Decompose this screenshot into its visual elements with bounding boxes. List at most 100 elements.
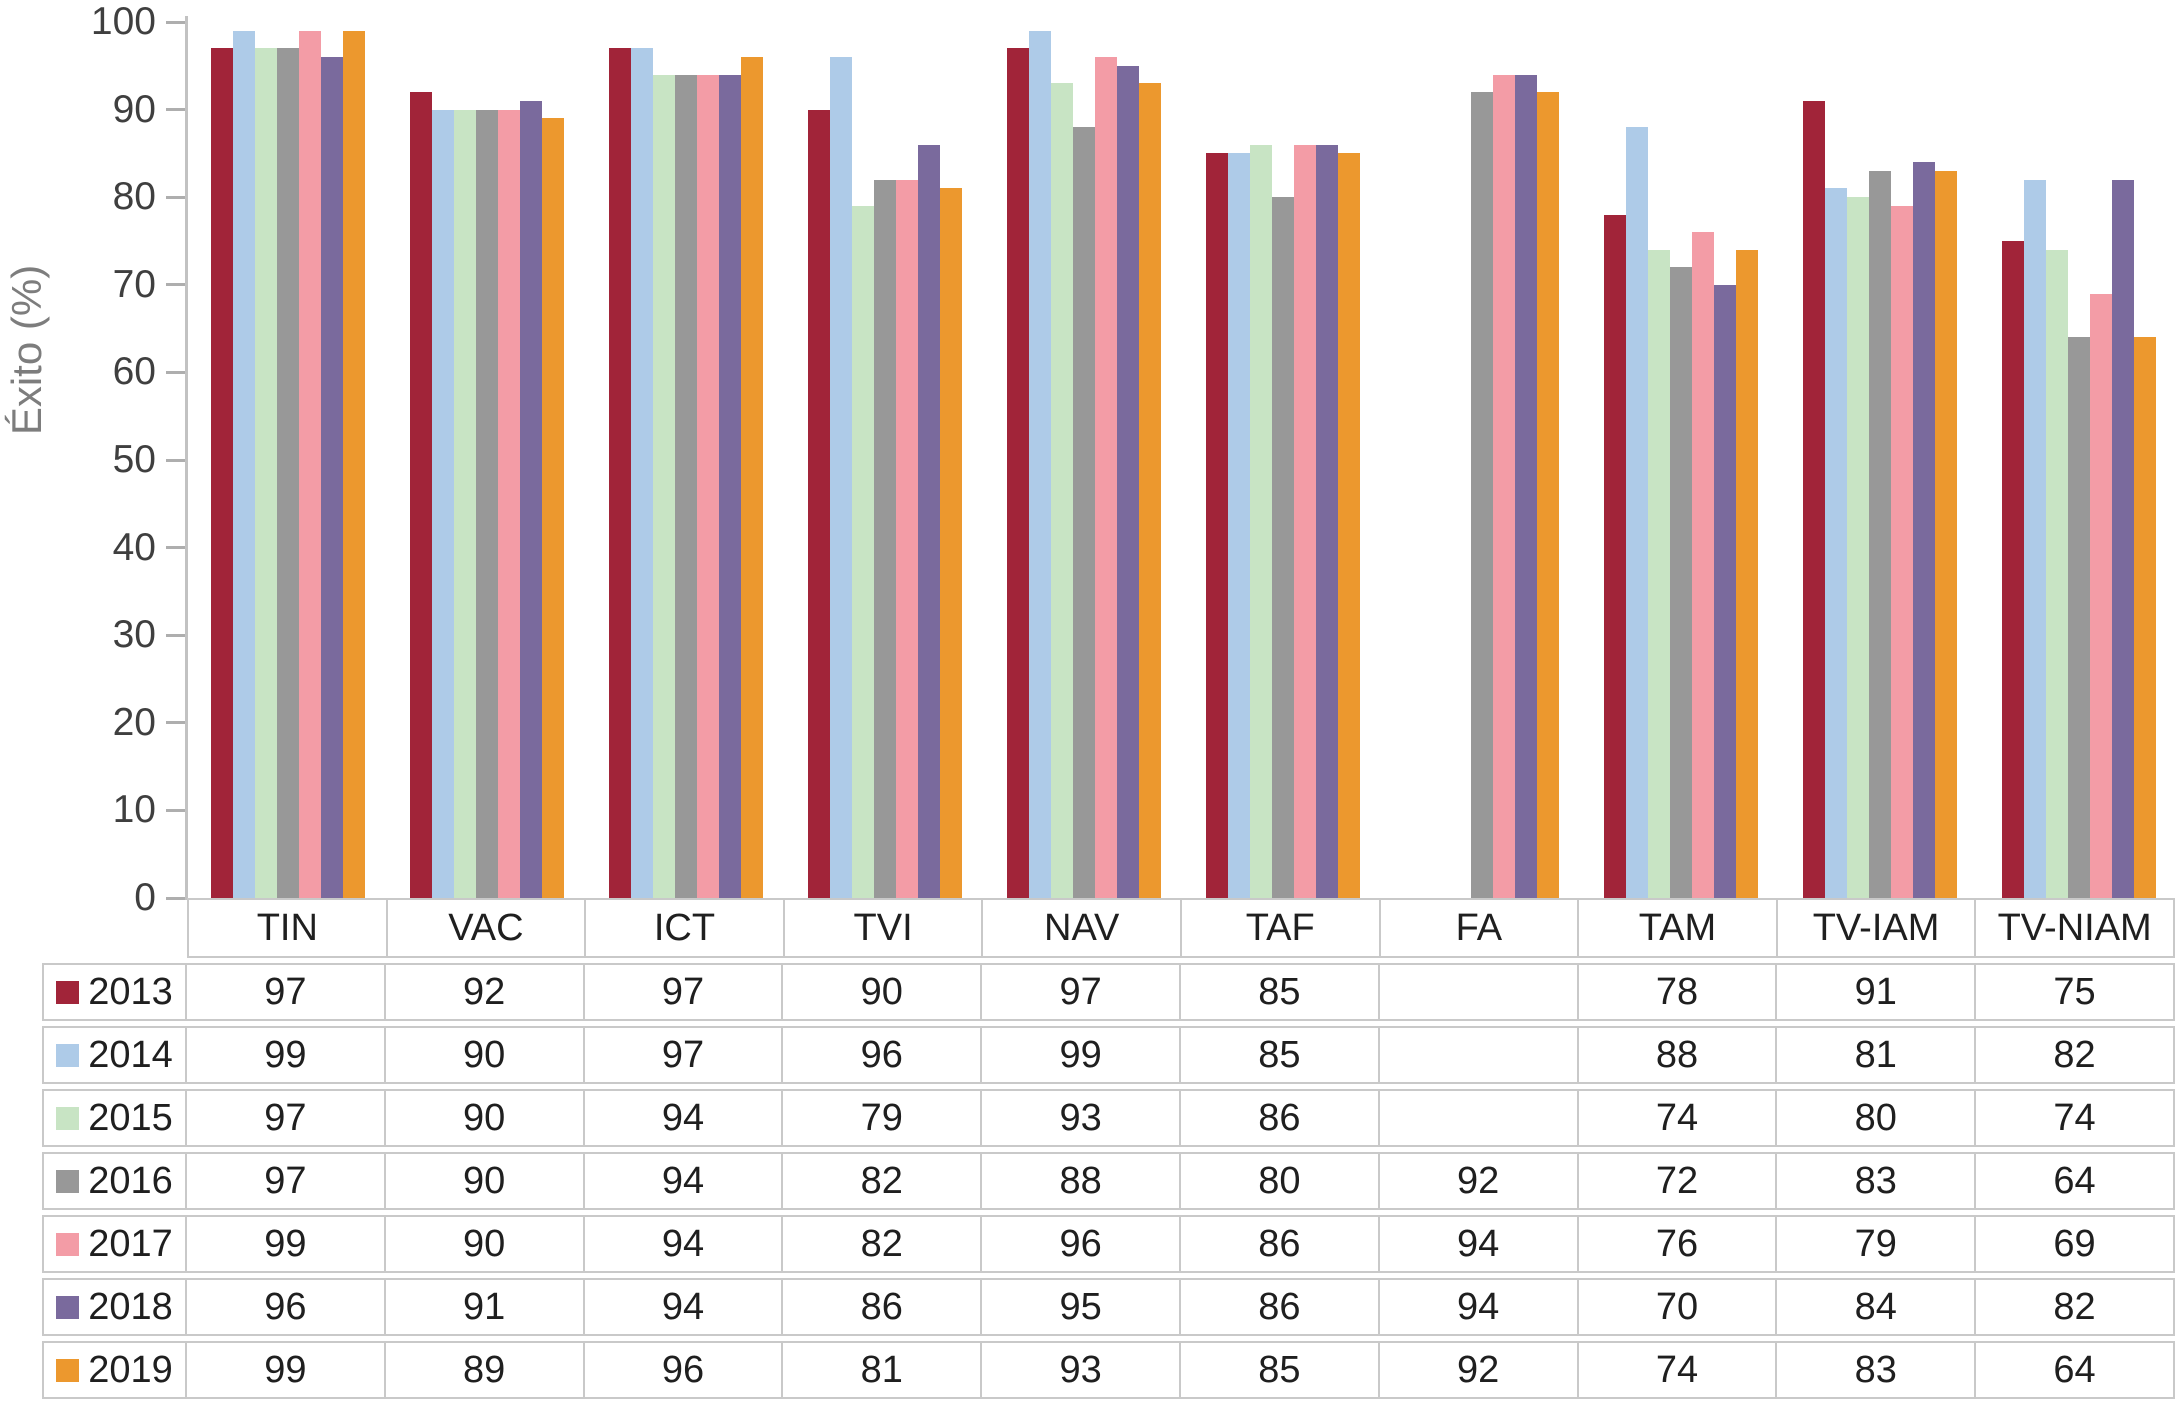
- bar-2016-TV-IAM: [1869, 170, 1892, 898]
- column-header-TV-IAM: TV-IAM: [1777, 898, 1977, 958]
- bar-2015-TAM: [1648, 249, 1671, 898]
- bar-group-TV-NIAM: [1980, 0, 2179, 898]
- value-cell-2017-ICT: 94: [584, 1215, 784, 1273]
- value-cell-2015-FA: [1379, 1089, 1579, 1147]
- bar-2017-TV-NIAM: [2090, 293, 2113, 898]
- value-cell-2016-TV-NIAM: 64: [1976, 1152, 2175, 1210]
- value-cell-2016-TV-IAM: 83: [1777, 1152, 1977, 1210]
- bar-2019-TAM: [1736, 249, 1759, 898]
- bar-2016-TAF: [1272, 197, 1295, 898]
- bar-2015-VAC: [453, 109, 476, 898]
- bar-2019-FA: [1537, 92, 1560, 898]
- bar-2018-VAC: [519, 100, 542, 898]
- bar-2019-VAC: [541, 118, 564, 898]
- value-cell-2015-VAC: 90: [385, 1089, 585, 1147]
- bar-2013-NAV: [1006, 48, 1029, 898]
- value-cell-2018-ICT: 94: [584, 1278, 784, 1336]
- bar-2014-TV-IAM: [1825, 188, 1848, 898]
- value-cell-2017-TV-IAM: 79: [1777, 1215, 1977, 1273]
- bar-2017-TIN: [298, 30, 321, 898]
- value-cell-2019-FA: 92: [1379, 1341, 1579, 1399]
- y-tick-label: 90: [112, 87, 156, 131]
- bar-2015-NAV: [1050, 83, 1073, 898]
- value-cell-2014-TVI: 96: [783, 1026, 983, 1084]
- bar-group-FA: [1383, 0, 1582, 898]
- table-row-2019: 2019 99 89 96 81 93 85 92 74 83 64: [42, 1341, 2175, 1399]
- bar-2017-NAV: [1094, 57, 1117, 898]
- bar-2018-ICT: [718, 74, 741, 898]
- legend-swatch-2016: [56, 1169, 80, 1193]
- value-cell-2018-NAV: 95: [982, 1278, 1181, 1336]
- legend-cell-2013: 2013: [42, 963, 187, 1021]
- bar-group-TAM: [1582, 0, 1781, 898]
- bar-2014-ICT: [630, 48, 653, 898]
- value-cell-2016-FA: 92: [1379, 1152, 1579, 1210]
- table-row-2015: 2015 97 90 94 79 93 86 74 80 74: [42, 1089, 2175, 1147]
- value-cell-2013-ICT: 97: [584, 963, 784, 1021]
- bar-2014-TAF: [1228, 153, 1251, 898]
- column-header-TV-NIAM: TV-NIAM: [1976, 898, 2175, 958]
- bar-2015-TIN: [254, 48, 277, 898]
- value-cell-2019-VAC: 89: [385, 1341, 585, 1399]
- bar-2017-TAF: [1294, 144, 1317, 898]
- value-cell-2013-TIN: 97: [187, 963, 386, 1021]
- bar-2016-TIN: [276, 48, 299, 898]
- table-header-row: TIN VAC ICT TVI NAV TAF FA TAM TV-IAM TV-NIAM: [42, 898, 2175, 958]
- bar-2019-TV-NIAM: [2134, 337, 2157, 898]
- bar-2017-TV-IAM: [1891, 205, 1914, 898]
- legend-swatch-2014: [56, 1043, 80, 1067]
- value-cell-2013-TV-NIAM: 75: [1976, 963, 2175, 1021]
- y-tick-label: 70: [112, 262, 156, 306]
- value-cell-2015-TAM: 74: [1578, 1089, 1778, 1147]
- column-header-VAC: VAC: [387, 898, 587, 958]
- bar-2016-VAC: [475, 109, 498, 898]
- table-row-2017: 2017 99 90 94 82 96 86 94 76 79 69: [42, 1215, 2175, 1273]
- bar-2015-TV-NIAM: [2046, 249, 2069, 898]
- bar-2019-ICT: [740, 57, 763, 898]
- y-tick-label: 100: [90, 0, 156, 43]
- bar-2019-NAV: [1138, 83, 1161, 898]
- y-tick-mark: [166, 633, 185, 637]
- value-cell-2014-FA: [1379, 1026, 1579, 1084]
- value-cell-2014-ICT: 97: [584, 1026, 784, 1084]
- bar-group-TVI: [785, 0, 984, 898]
- table-row-2016: 2016 97 90 94 82 88 80 92 72 83 64: [42, 1152, 2175, 1210]
- bar-2017-ICT: [696, 74, 719, 898]
- y-tick-label: 20: [112, 700, 156, 744]
- value-cell-2018-VAC: 91: [385, 1278, 585, 1336]
- bar-2019-TVI: [939, 188, 962, 898]
- value-cell-2014-VAC: 90: [385, 1026, 585, 1084]
- y-tick-label: 30: [112, 613, 156, 657]
- y-tick-label: 10: [112, 788, 156, 832]
- value-cell-2015-TV-IAM: 80: [1777, 1089, 1977, 1147]
- bar-2018-TAF: [1316, 144, 1339, 898]
- legend-cell-2016: 2016: [42, 1152, 187, 1210]
- value-cell-2017-TVI: 82: [783, 1215, 983, 1273]
- y-tick-mark: [166, 458, 185, 462]
- bar-2018-TIN: [320, 57, 343, 898]
- bar-2013-TV-IAM: [1803, 100, 1826, 898]
- bar-2013-TV-NIAM: [2002, 241, 2025, 898]
- bar-2019-TIN: [342, 30, 365, 898]
- value-cell-2016-ICT: 94: [584, 1152, 784, 1210]
- bar-2016-TVI: [873, 179, 896, 898]
- value-cell-2013-TAM: 78: [1578, 963, 1778, 1021]
- value-cell-2018-FA: 94: [1379, 1278, 1579, 1336]
- bar-2014-NAV: [1028, 30, 1051, 898]
- value-cell-2014-TV-NIAM: 82: [1976, 1026, 2175, 1084]
- value-cell-2014-NAV: 99: [982, 1026, 1181, 1084]
- bar-2017-TAM: [1692, 232, 1715, 898]
- value-cell-2014-TV-IAM: 81: [1777, 1026, 1977, 1084]
- bar-2013-TAM: [1604, 214, 1627, 898]
- bar-2018-TV-IAM: [1913, 162, 1936, 898]
- table-row-2014: 2014 99 90 97 96 99 85 88 81 82: [42, 1026, 2175, 1084]
- bar-2017-FA: [1493, 74, 1516, 898]
- series-label: 2015: [88, 1096, 173, 1139]
- value-cell-2015-ICT: 94: [584, 1089, 784, 1147]
- value-cell-2013-TVI: 90: [783, 963, 983, 1021]
- y-tick-mark: [166, 896, 185, 900]
- column-header-TVI: TVI: [784, 898, 984, 958]
- value-cell-2019-TAM: 74: [1578, 1341, 1778, 1399]
- bar-2015-TAF: [1250, 144, 1273, 898]
- value-cell-2018-TVI: 86: [783, 1278, 983, 1336]
